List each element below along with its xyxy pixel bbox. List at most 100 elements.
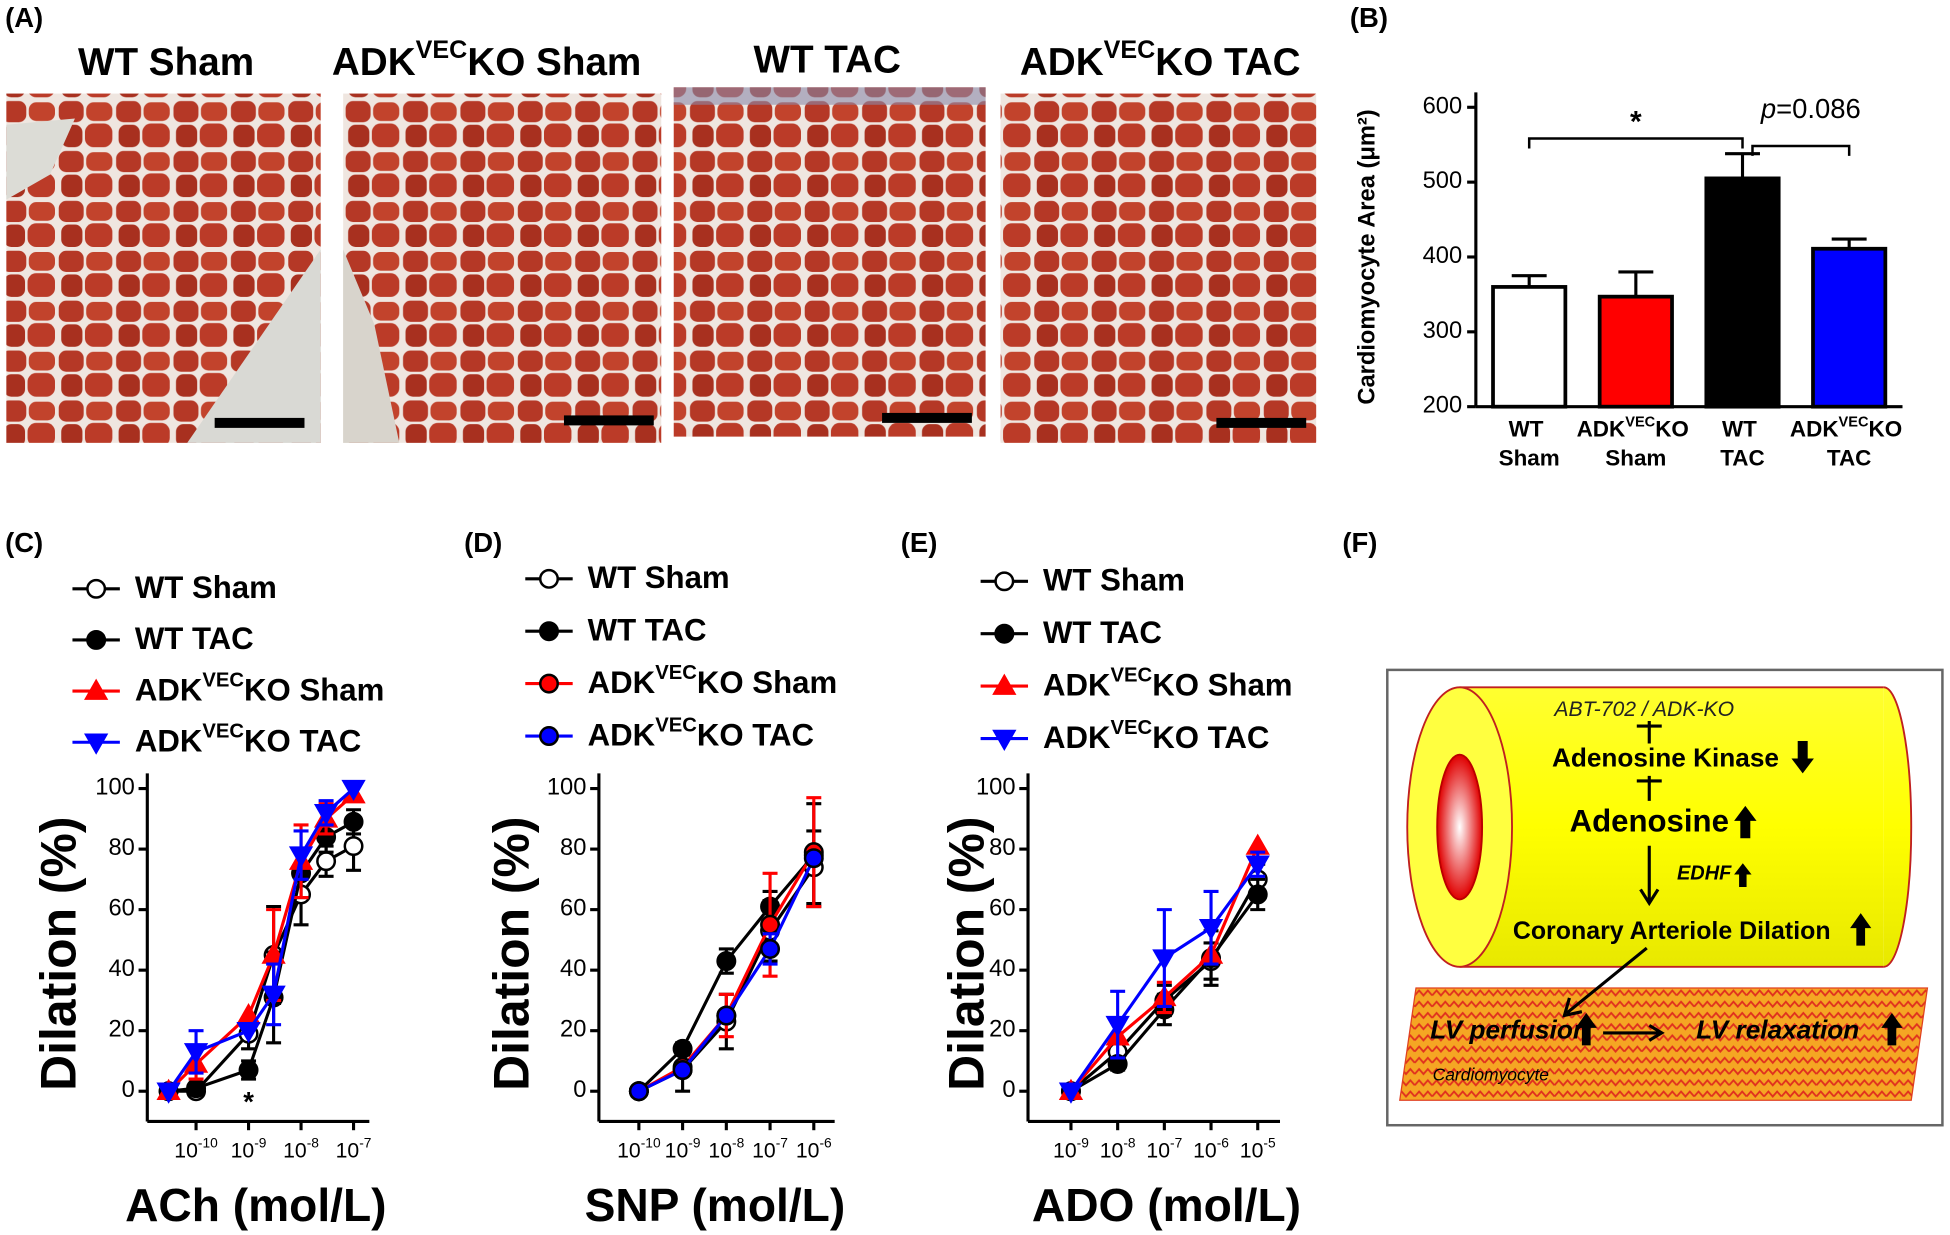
marker <box>156 1082 181 1104</box>
x-tick-label: 10-7 <box>336 1136 372 1162</box>
legend-marker <box>539 726 559 746</box>
marker <box>343 836 364 857</box>
legend-label: ADKVECKO Sham <box>1043 665 1293 703</box>
series <box>1058 850 1270 1104</box>
marker <box>261 985 286 1007</box>
y-tick-label: 0 <box>122 1077 135 1103</box>
marker <box>672 1060 693 1081</box>
marker <box>1198 919 1224 941</box>
marker <box>313 804 339 826</box>
y-tick-label: 0 <box>1002 1077 1015 1103</box>
y-tick-label: 200 <box>1423 393 1463 419</box>
up-arrow <box>1734 863 1752 887</box>
diagram-text: ABT-702 / ADK-KO <box>1552 697 1734 720</box>
arrow <box>1603 1024 1665 1042</box>
y-tick-label: 500 <box>1423 168 1463 194</box>
cardiomyocyte-layer <box>1399 987 1929 1101</box>
panel-label: (B) <box>1350 2 1388 33</box>
series-line <box>638 866 816 1093</box>
y-tick-label: 100 <box>547 775 587 801</box>
y-tick-label: 20 <box>108 1017 134 1043</box>
y-axis-label: Dilation (%) <box>483 817 539 1091</box>
y-tick-label: 40 <box>989 956 1015 982</box>
panel-label: (A) <box>5 2 43 33</box>
marker <box>288 846 314 868</box>
marker <box>803 848 824 869</box>
diagram-text: EDHF <box>1677 863 1732 885</box>
marker <box>628 1081 649 1102</box>
legend-label: WT TAC <box>1043 615 1162 650</box>
legend-marker <box>84 733 109 755</box>
panel-label: (D) <box>464 527 502 558</box>
marker <box>343 811 364 832</box>
legend-marker <box>992 729 1017 751</box>
up-arrow <box>1850 913 1872 946</box>
legend-marker <box>86 629 107 650</box>
annotation: * <box>243 1086 254 1117</box>
legend-marker <box>86 578 107 599</box>
legend-label: ADKVECKO TAC <box>135 721 361 759</box>
marker <box>760 914 781 935</box>
diagram-text: Adenosine <box>1570 804 1729 839</box>
marker <box>1245 855 1270 877</box>
marker <box>672 1038 693 1059</box>
arteriole <box>1459 687 1884 967</box>
y-tick-label: 80 <box>989 835 1015 861</box>
up-arrow <box>1734 805 1757 839</box>
x-tick-label: ADKVECKO TAC <box>1790 414 1909 470</box>
significance-bracket <box>1751 144 1851 156</box>
diagram-text: Coronary Arteriole Dilation <box>1513 916 1831 944</box>
legend-marker <box>994 623 1015 644</box>
legend-marker <box>992 673 1017 695</box>
x-tick-label: 10-8 <box>1100 1136 1136 1162</box>
y-tick-label: 80 <box>560 835 586 861</box>
annotation: * <box>1630 105 1642 138</box>
micrograph <box>1000 93 1317 443</box>
marker <box>760 938 781 959</box>
marker <box>716 1005 737 1026</box>
micrograph <box>673 87 986 437</box>
micrograph-title: WT Sham <box>78 41 254 84</box>
marker <box>1152 949 1177 971</box>
bar <box>1704 176 1781 409</box>
bar <box>1491 285 1568 409</box>
scale-bar <box>563 415 654 426</box>
y-axis-label: Dilation (%) <box>939 817 995 1091</box>
y-tick-label: 400 <box>1423 243 1463 269</box>
marker <box>1105 1015 1130 1038</box>
inhibit-arrow <box>1636 775 1662 801</box>
marker <box>236 1021 261 1044</box>
background-area <box>6 118 75 200</box>
y-tick-label: 40 <box>560 956 586 982</box>
y-tick-label: 80 <box>108 835 134 861</box>
x-tick-label: 10-10 <box>617 1136 661 1162</box>
legend-label: ADKVECKO TAC <box>588 715 814 753</box>
panel-label: (C) <box>5 527 43 558</box>
x-axis-label: SNP (mol/L) <box>585 1179 846 1231</box>
marker <box>261 942 286 964</box>
panel-label: (F) <box>1342 527 1377 558</box>
x-axis-label: ADO (mol/L) <box>1032 1179 1301 1231</box>
x-tick-label: 10-5 <box>1240 1136 1276 1162</box>
legend-label: WT TAC <box>135 621 254 656</box>
x-tick-label: 10-9 <box>665 1136 701 1162</box>
down-arrow <box>1791 741 1814 774</box>
significance-bracket <box>1527 137 1744 149</box>
x-tick-label: 10-9 <box>231 1136 267 1162</box>
micrograph-title: ADKVECKO Sham <box>332 36 641 85</box>
arrow <box>1562 946 1648 1018</box>
micrographs: WT Sham ADKVECKO Sham WT TAC ADKVECKO TA… <box>6 36 1317 443</box>
diagram: ABT-702 / ADK-KO Adenosine Kinase Adenos… <box>1386 668 1944 1127</box>
x-tick-label: 10-8 <box>708 1136 744 1162</box>
series <box>156 779 366 1104</box>
y-tick-label: 100 <box>976 775 1016 801</box>
scale-bar <box>1216 417 1307 428</box>
y-axis-label: Dilation (%) <box>31 817 87 1091</box>
micrograph-title: WT TAC <box>753 39 900 82</box>
background-area <box>343 249 400 443</box>
legend-marker <box>539 568 559 589</box>
up-arrow <box>1881 1012 1903 1046</box>
arteriole-end <box>1883 686 1913 968</box>
